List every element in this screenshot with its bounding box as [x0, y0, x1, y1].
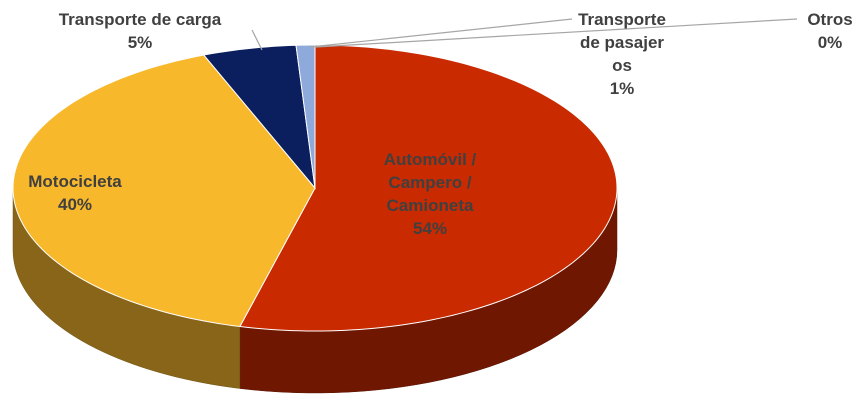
category-label: Motocicleta: [28, 172, 122, 191]
data-label: Motocicleta 40%: [5, 170, 145, 216]
category-label: Transporte de pasajeros: [578, 10, 666, 75]
slice: [239, 44, 618, 332]
value-label: 5%: [127, 33, 153, 52]
data-label: Transporte de carga 5%: [25, 8, 255, 54]
leader-line: [309, 18, 573, 48]
value-label: 54%: [412, 219, 448, 238]
slice: [12, 54, 316, 328]
leader-line: [315, 18, 798, 48]
value-label: 0%: [817, 33, 843, 52]
slice: [295, 44, 316, 189]
category-label: Transporte de carga: [58, 10, 222, 29]
value-label: 40%: [57, 195, 93, 214]
category-label: Otros: [807, 10, 853, 29]
data-label: Transporte de pasajeros 1%: [578, 8, 666, 100]
tops: [12, 44, 618, 332]
value-label: 1%: [609, 79, 635, 98]
leader-lines: [251, 18, 798, 51]
category-label: Automóvil / Campero / Camioneta: [383, 150, 477, 215]
leader-line: [251, 29, 263, 51]
slice: [202, 44, 316, 190]
data-label: Automóvil / Campero / Camioneta 54%: [355, 148, 505, 240]
data-label: Otros 0%: [795, 8, 863, 54]
